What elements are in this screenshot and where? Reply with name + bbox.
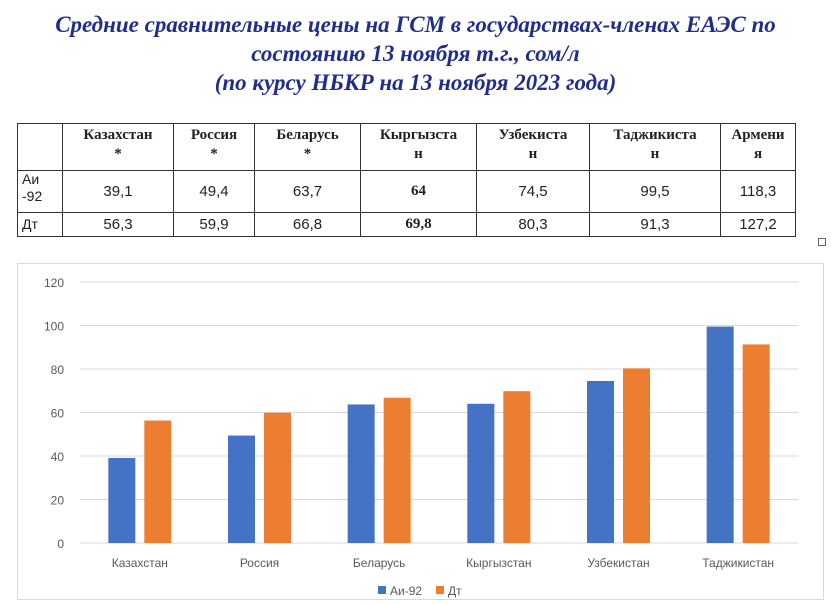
bar-ai92	[347, 404, 375, 543]
table-cell: 49,4	[173, 170, 255, 213]
bar-ai92	[228, 435, 255, 543]
table-header-cell: Беларусь *	[254, 123, 361, 171]
bar-dt	[264, 412, 291, 543]
table-header-cell: Таджикиста н	[589, 123, 721, 171]
resize-handle[interactable]	[818, 238, 826, 246]
y-tick-label: 0	[57, 537, 64, 551]
table-cell: 64	[360, 170, 477, 213]
y-tick-label: 60	[51, 407, 65, 421]
table-cell: 69,8	[360, 212, 477, 237]
table-cell: 74,5	[476, 170, 590, 213]
title-line-3: (по курсу НБКР на 13 ноября 2023 года)	[214, 70, 617, 95]
bar-dt	[144, 420, 172, 543]
table-cell: 127,2	[720, 212, 796, 237]
x-tick-label: Узбекистан	[587, 556, 649, 570]
y-tick-label: 120	[44, 276, 64, 290]
table-row: Аи -92 39,1 49,4 63,7 64 74,5 99,5 118,3	[17, 170, 796, 213]
x-tick-label: Беларусь	[353, 556, 405, 570]
table-cell: 118,3	[720, 170, 796, 213]
table-cell: 91,3	[589, 212, 721, 237]
table-cell: 63,7	[254, 170, 361, 213]
bar-ai92	[706, 326, 734, 543]
table-row: Дт 56,3 59,9 66,8 69,8 80,3 91,3 127,2	[17, 212, 796, 237]
table-row-label: Дт	[17, 212, 63, 237]
bar-dt	[742, 344, 770, 543]
chart-title: Средние сравнительные цены на ГСМ в госу…	[0, 10, 831, 97]
table-cell: 66,8	[254, 212, 361, 237]
legend-swatch	[436, 586, 444, 594]
table-cell: 56,3	[62, 212, 174, 237]
title-line-2: состоянию 13 ноября т.г., сом/л	[251, 41, 580, 66]
y-tick-label: 40	[51, 450, 65, 464]
table-cell: 80,3	[476, 212, 590, 237]
x-tick-label: Россия	[240, 556, 279, 570]
x-tick-label: Кыргызстан	[466, 556, 531, 570]
table-cell: 99,5	[589, 170, 721, 213]
chart-frame: 0 20 40 60 80 100 120 Казахстан Россия Беларусь Кы…	[17, 263, 824, 600]
x-tick-label: Казахстан	[112, 556, 168, 570]
table-header-row: Казахстан * Россия * Беларусь * Кыргызста н …	[17, 123, 796, 171]
bar-chart: 0 20 40 60 80 100 120 Казахстан Россия Беларусь Кы…	[44, 276, 798, 598]
y-tick-label: 100	[44, 320, 64, 334]
table-cell: 59,9	[173, 212, 255, 237]
table-cell: 39,1	[62, 170, 174, 213]
title-line-1: Средние сравнительные цены на ГСМ в госу…	[55, 12, 776, 37]
table-corner-cell	[17, 123, 63, 171]
legend-swatch	[378, 586, 386, 594]
bar-ai92	[587, 380, 614, 543]
table-header-cell: Узбекиста н	[476, 123, 590, 171]
bar-dt	[383, 397, 411, 543]
legend-label: Аи-92	[390, 584, 422, 598]
table-row-label: Аи -92	[17, 170, 63, 213]
y-tick-label: 20	[51, 494, 65, 508]
table-header-cell: Кыргызста н	[360, 123, 477, 171]
bar-ai92	[108, 457, 136, 543]
price-table: Казахстан * Россия * Беларусь * Кыргызста н …	[17, 123, 796, 237]
table-header-cell: Россия *	[173, 123, 255, 171]
y-tick-label: 80	[51, 363, 65, 377]
bar-dt	[623, 368, 650, 543]
bar-dt	[503, 391, 531, 543]
table-header-cell: Казахстан *	[62, 123, 174, 171]
bar-ai92	[467, 403, 495, 543]
table-header-cell: Армени я	[720, 123, 796, 171]
x-tick-label: Таджикистан	[702, 556, 774, 570]
legend-label: Дт	[448, 584, 462, 598]
